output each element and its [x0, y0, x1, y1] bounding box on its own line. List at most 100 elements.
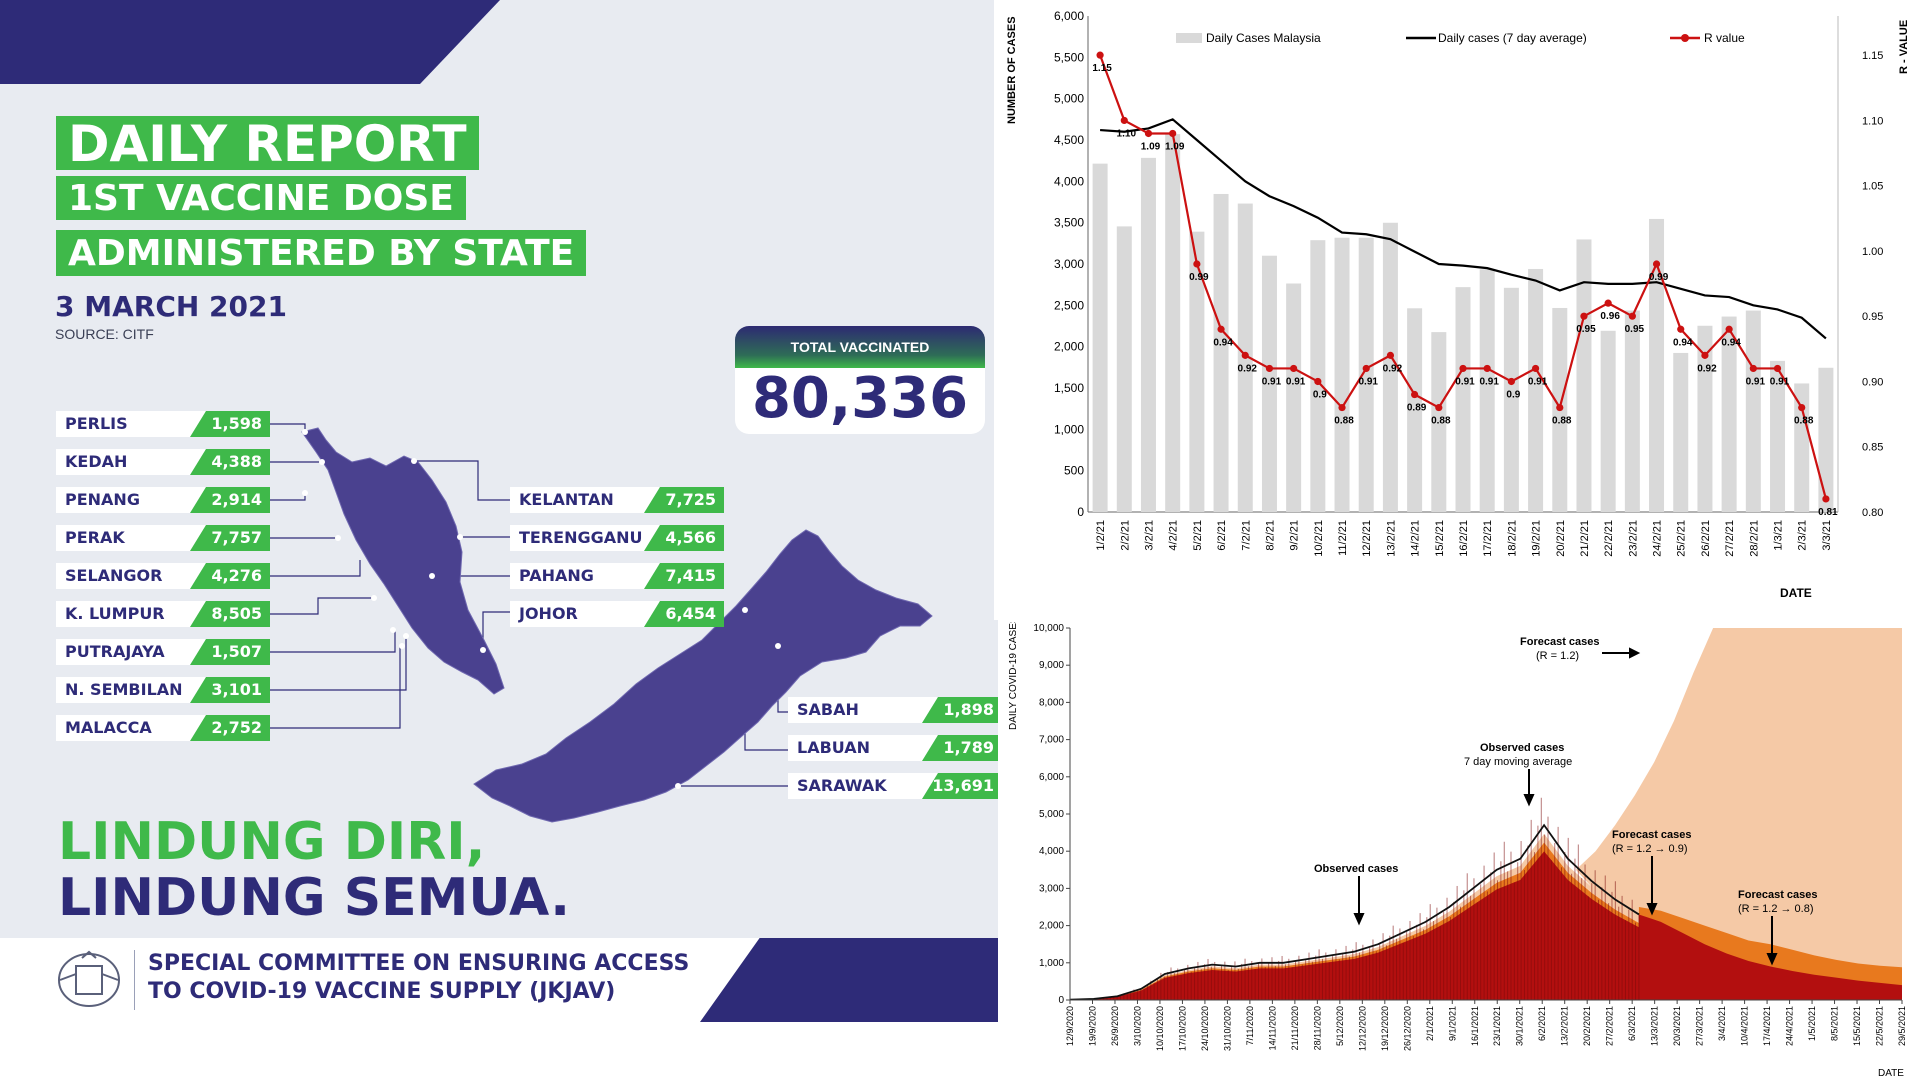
x-tick-label: 7/2/21: [1240, 520, 1252, 551]
r-value-label: 0.95: [1625, 324, 1645, 335]
x-tick-label-2: 6/2/2021: [1537, 1006, 1547, 1041]
y2-tick-label: 1.10: [1862, 115, 1883, 127]
x-tick-label: 18/2/21: [1506, 520, 1518, 557]
x-tick-label-2: 7/11/2020: [1245, 1006, 1255, 1045]
state-name: N. SEMBILAN: [56, 677, 206, 703]
x-tick-label-2: 13/3/2021: [1650, 1006, 1660, 1046]
bar-daily-cases: [1600, 330, 1616, 512]
r-value-point: [1193, 260, 1201, 268]
x-tick-label-2: 16/1/2021: [1470, 1006, 1480, 1046]
r-value-point: [1580, 312, 1588, 320]
x-tick-label: 21/2/21: [1579, 520, 1591, 557]
r-value-label: 0.91: [1770, 376, 1790, 387]
bar-daily-cases: [1261, 255, 1277, 512]
r-value-point: [1411, 390, 1419, 399]
footer-ribbon: [700, 938, 998, 1022]
x-tick-label: 6/2/21: [1216, 520, 1228, 551]
x-axis-label: DATE: [1780, 586, 1812, 600]
y-tick-label: 500: [1064, 464, 1084, 478]
bar-daily-cases: [1503, 287, 1519, 512]
state-value: 8,505: [190, 601, 270, 627]
state-kedah: KEDAH 4,388: [56, 449, 270, 475]
x-tick-label-2: 20/2/2021: [1582, 1006, 1592, 1046]
state-name: TERENGGANU: [510, 525, 660, 551]
r-value-label: 0.91: [1286, 376, 1306, 387]
state-value: 3,101: [190, 677, 270, 703]
state-name: KELANTAN: [510, 487, 660, 513]
bar-daily-cases: [1165, 134, 1181, 512]
line-7-day-average: [1100, 118, 1827, 340]
y-tick-label: 5,500: [1054, 50, 1084, 64]
r-value-point: [1604, 299, 1612, 307]
x-tick-label-2: 5/12/2020: [1335, 1006, 1345, 1046]
r-value-label: 0.96: [1600, 311, 1620, 322]
x-tick-label-2: 9/1/2021: [1447, 1006, 1457, 1041]
r-value-point: [1773, 364, 1782, 373]
r-value-point: [1652, 260, 1661, 268]
annot-r12-title: Forecast cases: [1520, 636, 1600, 648]
x-tick-label-2: 14/11/2020: [1267, 1006, 1277, 1050]
x-tick-label: 20/2/21: [1555, 520, 1567, 557]
bar-daily-cases: [1140, 157, 1156, 512]
forecast-annotations: Forecast cases (R = 1.2) Observed cases …: [1314, 636, 1818, 915]
x-tick-label: 15/2/21: [1434, 520, 1446, 557]
state-name: KEDAH: [56, 449, 206, 475]
state-value: 2,914: [190, 487, 270, 513]
x-tick-label: 24/2/21: [1652, 520, 1664, 557]
r-value-label: 0.88: [1794, 416, 1814, 427]
state-perlis: PERLIS 1,598: [56, 411, 270, 437]
r-value-label: 0.95: [1576, 324, 1596, 335]
bar-daily-cases: [1528, 268, 1544, 512]
bar-daily-cases: [1673, 352, 1689, 512]
bar-daily-cases: [1310, 240, 1326, 512]
x-tick-label: 13/2/21: [1385, 520, 1397, 557]
slogan-line2: LINDUNG SEMUA.: [58, 868, 571, 928]
x-tick-label-2: 2/1/2021: [1425, 1006, 1435, 1041]
area-forecast-r12: [1070, 628, 1902, 1000]
r-value-label: 0.88: [1334, 416, 1354, 427]
y-tick-label: 2,000: [1054, 340, 1084, 354]
r-value-point: [1628, 312, 1636, 320]
state-name: PERAK: [56, 525, 206, 551]
bar-daily-cases: [1794, 383, 1810, 512]
legend-7-day-avg: Daily cases (7 day average): [1438, 31, 1587, 45]
x-tick-label-2: 3/10/2020: [1132, 1006, 1142, 1046]
total-vaccinated-value: 80,336: [751, 366, 969, 431]
state-markers: [302, 429, 781, 789]
title-vaccine-dose: 1ST VACCINE DOSE: [56, 176, 466, 220]
state-name: SARAWAK: [788, 773, 938, 799]
r-value-label: 0.94: [1213, 337, 1233, 348]
annot-obs-title: Observed cases: [1480, 742, 1564, 754]
r-value-point: [1798, 403, 1806, 412]
x-tick-label: 17/2/21: [1482, 520, 1494, 557]
bar-daily-cases: [1189, 231, 1205, 512]
x-tick-label-2: 12/12/2020: [1357, 1006, 1367, 1051]
state-penang: PENANG 2,914: [56, 487, 270, 513]
y2-tick-label: 1.05: [1862, 181, 1883, 193]
coat-of-arms-icon: [58, 950, 120, 1007]
bar-daily-cases: [1286, 283, 1302, 512]
forecast-cases-chart: 0 1,000 2,000 3,000 4,000 5,000 6,000 7,000 8,00…: [998, 622, 1920, 1080]
state-perak: PERAK 7,757: [56, 525, 270, 551]
y-axis-label-2: DAILY COVID-19 CASES: [1008, 622, 1019, 730]
annot-r09-sub: (R = 1.2 → 0.9): [1612, 843, 1688, 855]
slogan-line1: LINDUNG DIRI,: [58, 812, 486, 872]
bar-daily-cases: [1407, 308, 1423, 512]
state-name: SABAH: [788, 697, 938, 723]
r-value-point: [1459, 364, 1467, 373]
x-tick-label-2: 30/1/2021: [1515, 1006, 1525, 1046]
state-name: PUTRAJAYA: [56, 639, 206, 665]
state-name: MALACCA: [56, 715, 206, 741]
x-tick-label-2: 19/12/2020: [1380, 1006, 1390, 1051]
r-value-point: [1265, 364, 1274, 373]
y2-tick-label: 0.80: [1862, 507, 1883, 519]
vaccine-infographic: DAILY REPORT 1ST VACCINE DOSE ADMINISTER…: [0, 0, 998, 1022]
x-tick-label-2: 8/5/2021: [1830, 1006, 1840, 1041]
bar-daily-cases: [1382, 222, 1398, 512]
legend-daily-cases: Daily Cases Malaysia: [1206, 31, 1321, 45]
annot-obs2-title: Observed cases: [1314, 863, 1398, 875]
bar-daily-cases: [1213, 193, 1229, 513]
state-name: PERLIS: [56, 411, 206, 437]
r-value-label: 0.99: [1649, 272, 1669, 283]
y-tick-label-2: 0: [1058, 995, 1064, 1006]
